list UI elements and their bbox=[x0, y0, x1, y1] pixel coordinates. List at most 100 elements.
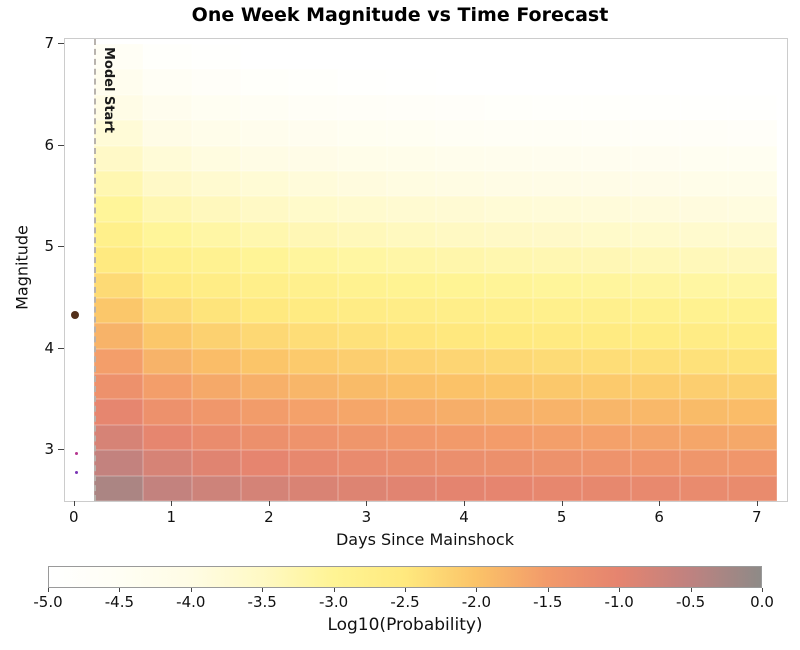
x-tick-label: 5 bbox=[556, 508, 567, 526]
colorbar-tick-label: -1.5 bbox=[533, 593, 563, 611]
x-tick bbox=[464, 501, 466, 506]
heatmap-cell bbox=[191, 348, 241, 375]
x-tick bbox=[561, 501, 563, 506]
heatmap-cell bbox=[338, 171, 387, 197]
heatmap-cell bbox=[679, 323, 729, 349]
heatmap-cell bbox=[191, 247, 241, 273]
heatmap-cell bbox=[240, 424, 290, 451]
heatmap-cell bbox=[630, 424, 680, 451]
heatmap-cell bbox=[484, 374, 534, 400]
y-tick bbox=[58, 246, 64, 248]
heatmap-cell bbox=[338, 94, 387, 121]
heatmap-cell bbox=[630, 120, 680, 146]
heatmap-cell bbox=[484, 424, 534, 451]
heatmap-cell bbox=[484, 323, 534, 349]
heatmap-cell bbox=[338, 323, 387, 349]
colorbar-tick bbox=[547, 588, 549, 592]
colorbar-tick bbox=[405, 588, 406, 592]
event-marker bbox=[75, 471, 79, 475]
heatmap-cell bbox=[533, 323, 583, 349]
heatmap-cell bbox=[240, 196, 290, 222]
heatmap-cell bbox=[240, 221, 290, 248]
x-tick-label: 0 bbox=[68, 508, 79, 526]
heatmap-cell bbox=[679, 475, 729, 501]
heatmap-cell bbox=[386, 399, 436, 425]
colorbar-tick bbox=[48, 588, 49, 592]
heatmap-cell bbox=[679, 450, 729, 476]
heatmap-cell bbox=[94, 272, 144, 298]
heatmap-cell bbox=[435, 120, 485, 146]
heatmap-cell bbox=[386, 323, 436, 349]
y-tick-label: 3 bbox=[44, 440, 54, 459]
model-start-line bbox=[94, 39, 97, 501]
heatmap-cell bbox=[386, 450, 436, 476]
heatmap-cell bbox=[533, 69, 583, 95]
heatmap-cell bbox=[386, 94, 436, 121]
heatmap-cell bbox=[679, 297, 729, 324]
heatmap-cell bbox=[435, 44, 485, 70]
heatmap-cell bbox=[191, 94, 241, 121]
heatmap-cell bbox=[143, 399, 192, 425]
heatmap-cell bbox=[289, 272, 339, 298]
colorbar-tick bbox=[476, 588, 478, 592]
heatmap-cell bbox=[435, 145, 485, 171]
heatmap-cell bbox=[289, 450, 339, 476]
heatmap-cell bbox=[679, 374, 729, 400]
heatmap-cell bbox=[94, 424, 144, 451]
heatmap-cell bbox=[338, 374, 387, 400]
heatmap-cell bbox=[94, 399, 144, 425]
heatmap-cell bbox=[728, 424, 778, 451]
heatmap-cell bbox=[289, 120, 339, 146]
x-tick-label: 3 bbox=[361, 508, 372, 526]
heatmap-cell bbox=[630, 475, 680, 501]
heatmap-cell bbox=[484, 69, 534, 95]
heatmap-cell bbox=[484, 475, 534, 501]
heatmap-cell bbox=[289, 297, 339, 324]
heatmap-cell bbox=[728, 399, 778, 425]
heatmap-cell bbox=[630, 145, 680, 171]
heatmap-cell bbox=[143, 475, 192, 501]
heatmap-cell bbox=[533, 247, 583, 273]
heatmap-cell bbox=[435, 323, 485, 349]
heatmap-cell bbox=[191, 297, 241, 324]
heatmap-cell bbox=[484, 450, 534, 476]
heatmap-cell bbox=[143, 323, 192, 349]
heatmap-cell bbox=[630, 374, 680, 400]
heatmap-cell bbox=[240, 475, 290, 501]
heatmap-cell bbox=[435, 399, 485, 425]
heatmap-cell bbox=[289, 247, 339, 273]
y-tick-label: 7 bbox=[44, 34, 54, 53]
heatmap-cell bbox=[191, 171, 241, 197]
x-axis-label: Days Since Mainshock bbox=[335, 530, 514, 549]
heatmap-cell bbox=[338, 399, 387, 425]
x-tick bbox=[366, 501, 368, 506]
heatmap-cell bbox=[679, 120, 729, 146]
heatmap-cell bbox=[630, 450, 680, 476]
y-tick-label: 5 bbox=[44, 237, 54, 256]
heatmap-cell bbox=[94, 145, 144, 171]
heatmap-cell bbox=[435, 171, 485, 197]
heatmap-cell bbox=[533, 450, 583, 476]
heatmap-cell bbox=[728, 323, 778, 349]
heatmap-cell bbox=[240, 323, 290, 349]
heatmap-cell bbox=[240, 247, 290, 273]
heatmap-cell bbox=[94, 120, 144, 146]
heatmap-cell bbox=[191, 272, 241, 298]
heatmap-cell bbox=[630, 94, 680, 121]
x-tick bbox=[73, 501, 75, 506]
heatmap-cell bbox=[630, 297, 680, 324]
heatmap-cell bbox=[143, 120, 192, 146]
heatmap-cell bbox=[191, 475, 241, 501]
heatmap-cell bbox=[484, 196, 534, 222]
heatmap-cell bbox=[484, 221, 534, 248]
heatmap-cell bbox=[630, 69, 680, 95]
heatmap-cell bbox=[289, 221, 339, 248]
heatmap-cell bbox=[533, 475, 583, 501]
heatmap-cell bbox=[240, 120, 290, 146]
colorbar-tick-label: -4.0 bbox=[176, 593, 206, 611]
heatmap-cell bbox=[289, 171, 339, 197]
heatmap-cell bbox=[338, 424, 387, 451]
colorbar-tick-label: -3.0 bbox=[318, 593, 349, 611]
heatmap-cell bbox=[484, 399, 534, 425]
heatmap-cell bbox=[679, 247, 729, 273]
